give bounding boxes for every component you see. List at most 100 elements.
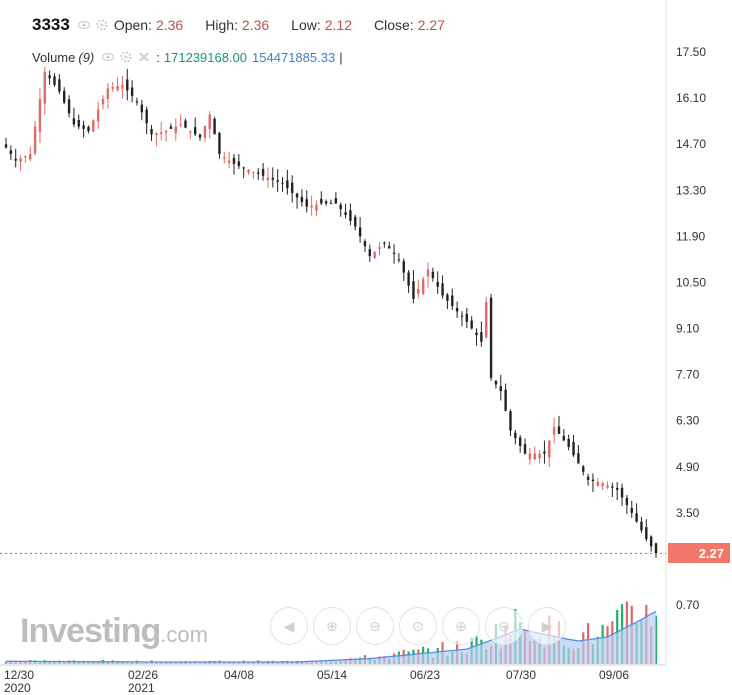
candle-body: [412, 281, 415, 299]
candle-body: [388, 246, 391, 249]
candle-body: [451, 295, 454, 307]
candle-body: [218, 132, 221, 155]
candle-body: [354, 216, 357, 227]
candle-body: [92, 120, 95, 132]
candle-body: [567, 438, 570, 447]
gear-icon[interactable]: [96, 19, 108, 31]
candle-body: [533, 453, 536, 460]
scroll-right-button[interactable]: ▶: [528, 607, 566, 645]
eye-icon[interactable]: [102, 51, 115, 63]
candle-body: [625, 497, 629, 506]
zoom-in-button[interactable]: ⊕: [313, 607, 351, 645]
candle-body: [630, 507, 633, 513]
reset-icon: ⊙: [412, 617, 424, 634]
candle-body: [455, 308, 459, 312]
eye-icon[interactable]: [77, 19, 90, 31]
candle-body: [237, 161, 241, 166]
candle-body: [67, 99, 71, 114]
volume-cursor: |: [339, 49, 343, 65]
zoom-out-icon: ⊖: [369, 617, 381, 634]
candle-body: [586, 476, 590, 480]
candle-body: [421, 279, 425, 294]
x-tick-label: 02/26: [128, 668, 158, 682]
candle-body: [426, 269, 430, 277]
zoom-out-button[interactable]: ⊖: [356, 607, 394, 645]
x-tick-label: 09/06: [599, 668, 629, 682]
x-tick-year: 2021: [128, 681, 155, 695]
candle-body: [300, 196, 304, 203]
candle-body: [562, 436, 566, 441]
candle-body: [397, 259, 401, 261]
candle-body: [48, 75, 51, 79]
high-value: 2.36: [241, 17, 270, 33]
logo-brand: Investing: [20, 612, 161, 650]
y-tick-label: 3.50: [676, 506, 700, 520]
candle-body: [528, 453, 532, 460]
candle-body: [654, 543, 658, 554]
y-tick-label: 16.10: [676, 91, 706, 105]
candle-body: [543, 451, 546, 454]
candle-body: [111, 87, 114, 89]
candle-body: [635, 513, 638, 522]
candle-body: [281, 182, 284, 184]
candle-body: [417, 289, 420, 294]
candle-body: [475, 332, 478, 336]
reset-zoom-button[interactable]: ⊙: [399, 607, 437, 645]
candle-body: [169, 126, 173, 129]
candle-body: [24, 156, 27, 158]
candle-body: [9, 150, 13, 155]
zoom-in-alt-button[interactable]: ⊕: [442, 607, 480, 645]
candle-body: [257, 172, 260, 174]
zoom-out-alt-button[interactable]: ⊖: [485, 607, 523, 645]
candle-body: [504, 389, 507, 411]
candle-body: [329, 203, 333, 205]
candle-body: [33, 126, 37, 154]
candle-body: [106, 88, 110, 99]
candle-body: [286, 180, 289, 189]
candle-body: [116, 86, 119, 91]
y-tick-label: 0.70: [676, 598, 700, 612]
y-tick-label: 17.50: [676, 45, 706, 59]
candle-body: [179, 124, 182, 126]
candle-body: [320, 198, 323, 204]
open-label: Open:: [113, 17, 152, 33]
candle-body: [227, 160, 231, 163]
candle-body: [315, 204, 318, 211]
candle-body: [77, 119, 80, 127]
gear-icon[interactable]: [120, 51, 132, 63]
candle-body: [198, 134, 202, 138]
candle-body: [242, 167, 245, 169]
candle-body: [193, 127, 197, 135]
candle-body: [645, 527, 648, 540]
candle-body: [538, 453, 541, 459]
candle-body: [145, 109, 148, 124]
ohlc-header: 3333 Open: 2.36 High: 2.36 Low: 2.12 Clo…: [32, 14, 467, 36]
candle-body: [470, 320, 473, 329]
scroll-left-button[interactable]: ◀: [270, 607, 308, 645]
zoom-minus-icon: ⊖: [498, 617, 510, 634]
candle-body: [606, 485, 609, 488]
candle-body: [213, 118, 216, 135]
symbol-label: 3333: [32, 15, 70, 34]
candle-body: [596, 482, 599, 486]
low-label: Low:: [291, 17, 321, 33]
y-tick-label: 4.90: [676, 460, 700, 474]
candle-body: [363, 241, 367, 247]
candle-body: [174, 126, 177, 133]
candle-body: [509, 411, 512, 431]
candle-body: [620, 487, 624, 498]
candle-body: [499, 386, 502, 392]
candle-body: [310, 205, 313, 208]
zoom-plus-icon: ⊕: [455, 617, 467, 634]
candle-body: [160, 132, 163, 134]
x-tick-label: 04/08: [224, 668, 254, 682]
y-tick-label: 7.70: [676, 368, 700, 382]
candle-body: [208, 114, 211, 130]
y-tick-label: 6.30: [676, 414, 700, 428]
close-icon[interactable]: [138, 51, 150, 63]
candle-body: [640, 521, 643, 531]
x-tick-label: 12/30: [4, 668, 34, 682]
candle-body: [480, 332, 483, 342]
candle-body: [601, 483, 604, 487]
